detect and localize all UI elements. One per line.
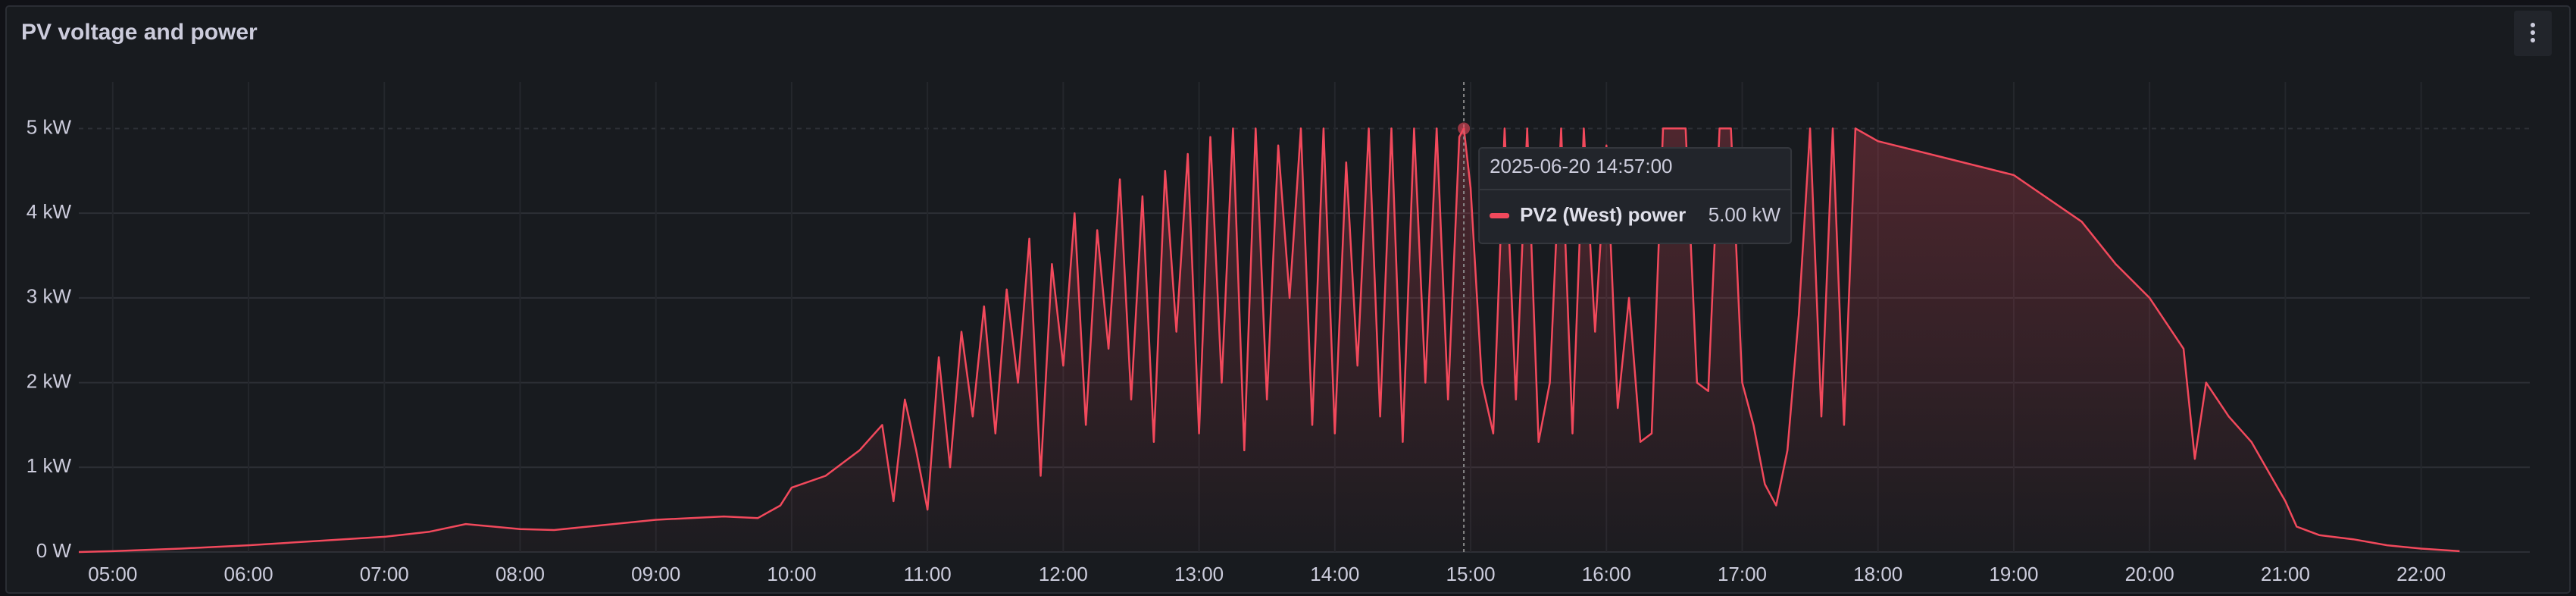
- hover-point: [1458, 122, 1471, 135]
- x-tick-label: 09:00: [631, 563, 680, 585]
- series-area: [79, 128, 2460, 552]
- tooltip-value: 5.00 kW: [1708, 203, 1781, 226]
- x-tick-label: 05:00: [88, 563, 137, 585]
- y-tick-label: 5 kW: [27, 115, 72, 138]
- tooltip-swatch: [1490, 213, 1510, 218]
- tooltip-time: 2025-06-20 14:57:00: [1490, 155, 1672, 177]
- y-tick-label: 1 kW: [27, 454, 72, 477]
- x-tick-label: 06:00: [224, 563, 273, 585]
- x-tick-label: 15:00: [1446, 563, 1496, 585]
- tooltip: 2025-06-20 14:57:00 PV2 (West) power 5.00 …: [1478, 147, 1793, 244]
- y-tick-label: 2 kW: [27, 369, 72, 392]
- x-tick-label: 10:00: [767, 563, 816, 585]
- series-line: [78, 127, 2460, 554]
- x-tick-label: 12:00: [1039, 563, 1088, 585]
- x-tick-label: 20:00: [2125, 563, 2174, 585]
- chart-title: PV voltage and power: [21, 20, 258, 45]
- tooltip-box: [1478, 147, 1793, 244]
- x-tick-label: 18:00: [1853, 563, 1902, 585]
- x-tick-label: 11:00: [904, 563, 952, 585]
- x-tick-label: 07:00: [360, 563, 409, 585]
- tooltip-series: PV2 (West) power: [1520, 203, 1686, 226]
- x-tick-label: 08:00: [496, 563, 545, 585]
- x-tick-label: 14:00: [1310, 563, 1359, 585]
- y-tick-label: 0 W: [36, 539, 72, 562]
- y-tick-label: 4 kW: [27, 200, 72, 223]
- x-tick-label: 22:00: [2396, 563, 2446, 585]
- x-tick-label: 19:00: [1989, 563, 2038, 585]
- x-tick-label: 16:00: [1582, 563, 1631, 585]
- x-tick-label: 17:00: [1718, 563, 1767, 585]
- x-tick-label: 21:00: [2261, 563, 2310, 585]
- menu-button[interactable]: [2514, 11, 2552, 56]
- x-tick-label: 13:00: [1174, 563, 1224, 585]
- y-tick-label: 3 kW: [27, 285, 72, 308]
